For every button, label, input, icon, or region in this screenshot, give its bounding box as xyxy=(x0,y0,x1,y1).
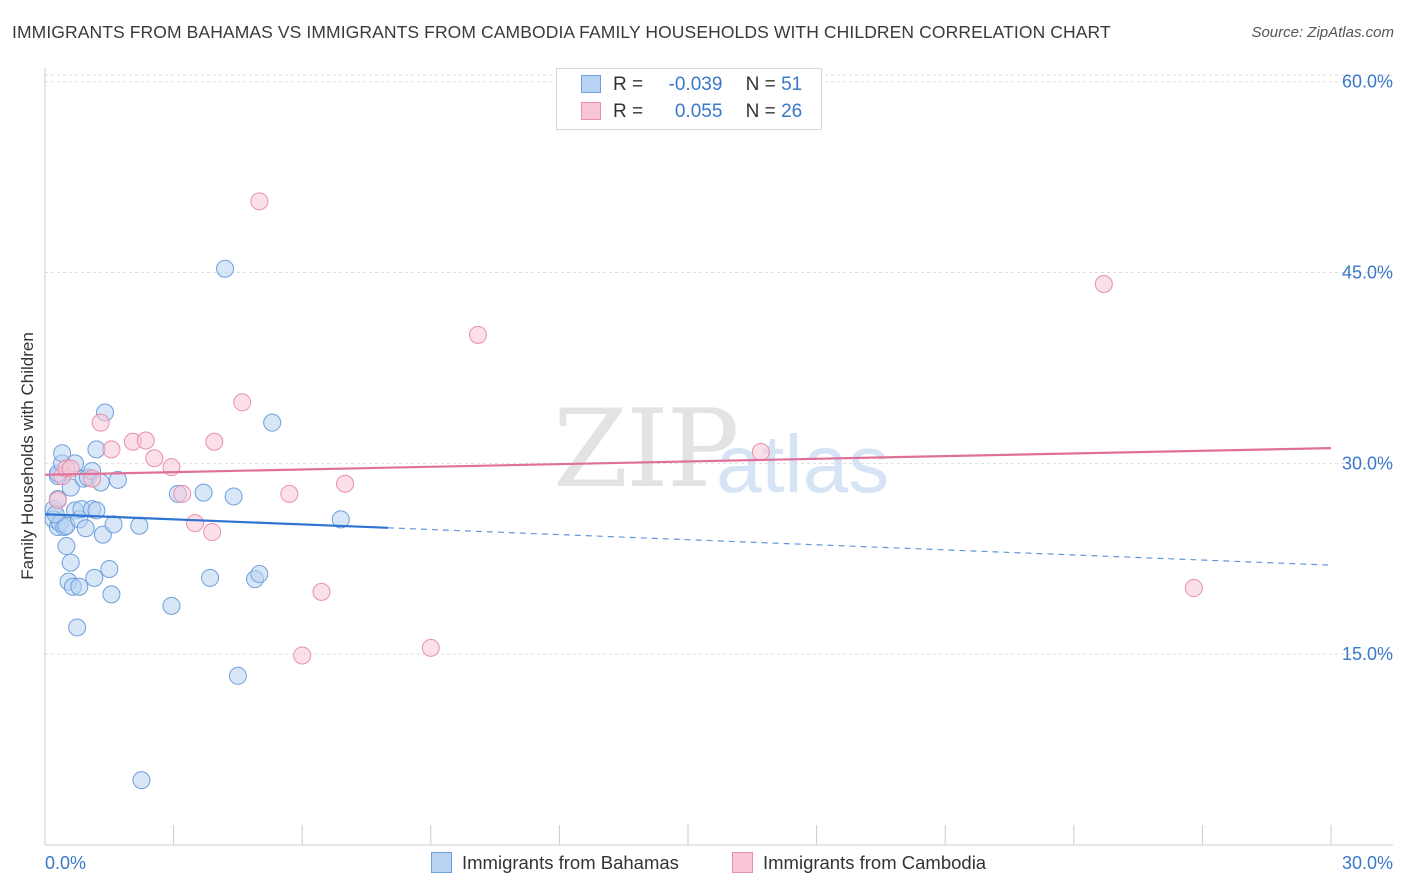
y-tick-label: 30.0% xyxy=(1342,453,1393,473)
y-tick-label: 15.0% xyxy=(1342,644,1393,664)
legend-r-label: R = xyxy=(613,101,644,122)
legend-n-value: 51 xyxy=(781,74,803,95)
y-tick-label: 60.0% xyxy=(1342,72,1393,92)
legend-row-cambodia: R = 0.055 N = 26 xyxy=(581,101,802,125)
legend-swatch-pink xyxy=(581,102,601,120)
cambodia-point xyxy=(186,514,205,533)
series-name: Immigrants from Cambodia xyxy=(763,852,987,873)
cambodia-point xyxy=(336,474,355,493)
bahamas-point xyxy=(87,501,106,520)
bahamas-point xyxy=(331,510,350,529)
bahamas-point xyxy=(85,568,104,587)
legend-row-bahamas: R = -0.039 N = 51 xyxy=(581,74,802,98)
cambodia-point xyxy=(102,440,121,459)
bahamas-point xyxy=(228,666,247,685)
cambodia-point xyxy=(61,459,80,478)
legend-r-label: R = xyxy=(613,74,644,95)
bahamas-point xyxy=(57,537,76,556)
bahamas-point xyxy=(70,577,89,596)
cambodia-point xyxy=(293,646,312,665)
cambodia-point xyxy=(1184,579,1203,598)
bahamas-point xyxy=(216,259,235,278)
cambodia-point xyxy=(468,325,487,344)
cambodia-point xyxy=(751,442,770,461)
x-tick-label: 30.0% xyxy=(1342,853,1393,873)
cambodia-point xyxy=(1094,275,1113,293)
bahamas-point xyxy=(68,618,87,637)
cambodia-point xyxy=(280,484,299,503)
legend-swatch-blue xyxy=(581,75,601,93)
cambodia-point xyxy=(136,431,155,450)
cambodia-point xyxy=(421,638,440,657)
bahamas-point xyxy=(250,565,269,584)
cambodia-point xyxy=(250,192,269,211)
stats-legend: R = -0.039 N = 51 R = 0.055 N = 26 xyxy=(556,68,822,130)
cambodia-point xyxy=(91,413,110,432)
bahamas-point xyxy=(263,413,282,432)
cambodia-point xyxy=(312,582,331,601)
cambodia-point xyxy=(48,491,67,510)
x-tick-label: 0.0% xyxy=(45,853,86,873)
series-swatch-pink xyxy=(732,852,753,873)
legend-r-value: -0.039 xyxy=(668,74,723,95)
bahamas-point xyxy=(224,487,243,506)
legend-n-label: N = xyxy=(745,101,776,122)
y-tick-label: 45.0% xyxy=(1342,263,1393,283)
bahamas-point xyxy=(100,559,119,578)
bahamas-point xyxy=(130,516,149,535)
cambodia-point xyxy=(233,393,252,412)
bahamas-point xyxy=(201,568,220,587)
bahamas-point xyxy=(87,440,106,459)
bahamas-point xyxy=(61,553,80,572)
source-credit: Source: ZipAtlas.com xyxy=(1251,24,1394,41)
y-axis-label: Family Households with Children xyxy=(18,332,37,580)
bahamas-point xyxy=(132,771,151,790)
series-legend-cambodia: Immigrants from Cambodia xyxy=(732,852,986,874)
cambodia-point xyxy=(145,449,164,468)
bahamas-point xyxy=(76,519,95,538)
bahamas-point xyxy=(102,585,121,604)
legend-n-label: N = xyxy=(745,74,776,95)
chart-title: IMMIGRANTS FROM BAHAMAS VS IMMIGRANTS FR… xyxy=(12,22,1111,42)
bahamas-trend-extension xyxy=(387,527,1332,566)
bahamas-trend-line xyxy=(44,513,388,529)
cambodia-point xyxy=(205,432,224,451)
cambodia-point xyxy=(173,484,192,503)
cambodia-trend-line xyxy=(44,447,1332,476)
watermark-atlas: atlas xyxy=(716,419,890,510)
series-swatch-blue xyxy=(431,852,452,873)
bahamas-point xyxy=(108,470,127,489)
legend-r-value: 0.055 xyxy=(674,101,723,122)
bahamas-point xyxy=(162,596,181,615)
legend-n-value: 26 xyxy=(781,101,803,122)
cambodia-point xyxy=(203,523,222,542)
bahamas-point xyxy=(104,515,123,534)
bahamas-point xyxy=(194,483,213,502)
watermark-zip: ZIP xyxy=(553,387,739,512)
series-legend-bahamas: Immigrants from Bahamas xyxy=(431,852,679,874)
series-name: Immigrants from Bahamas xyxy=(462,852,679,873)
